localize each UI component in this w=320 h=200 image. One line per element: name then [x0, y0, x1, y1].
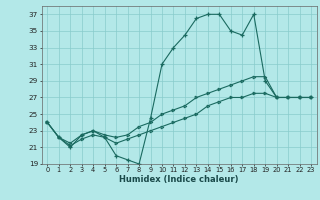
- X-axis label: Humidex (Indice chaleur): Humidex (Indice chaleur): [119, 175, 239, 184]
